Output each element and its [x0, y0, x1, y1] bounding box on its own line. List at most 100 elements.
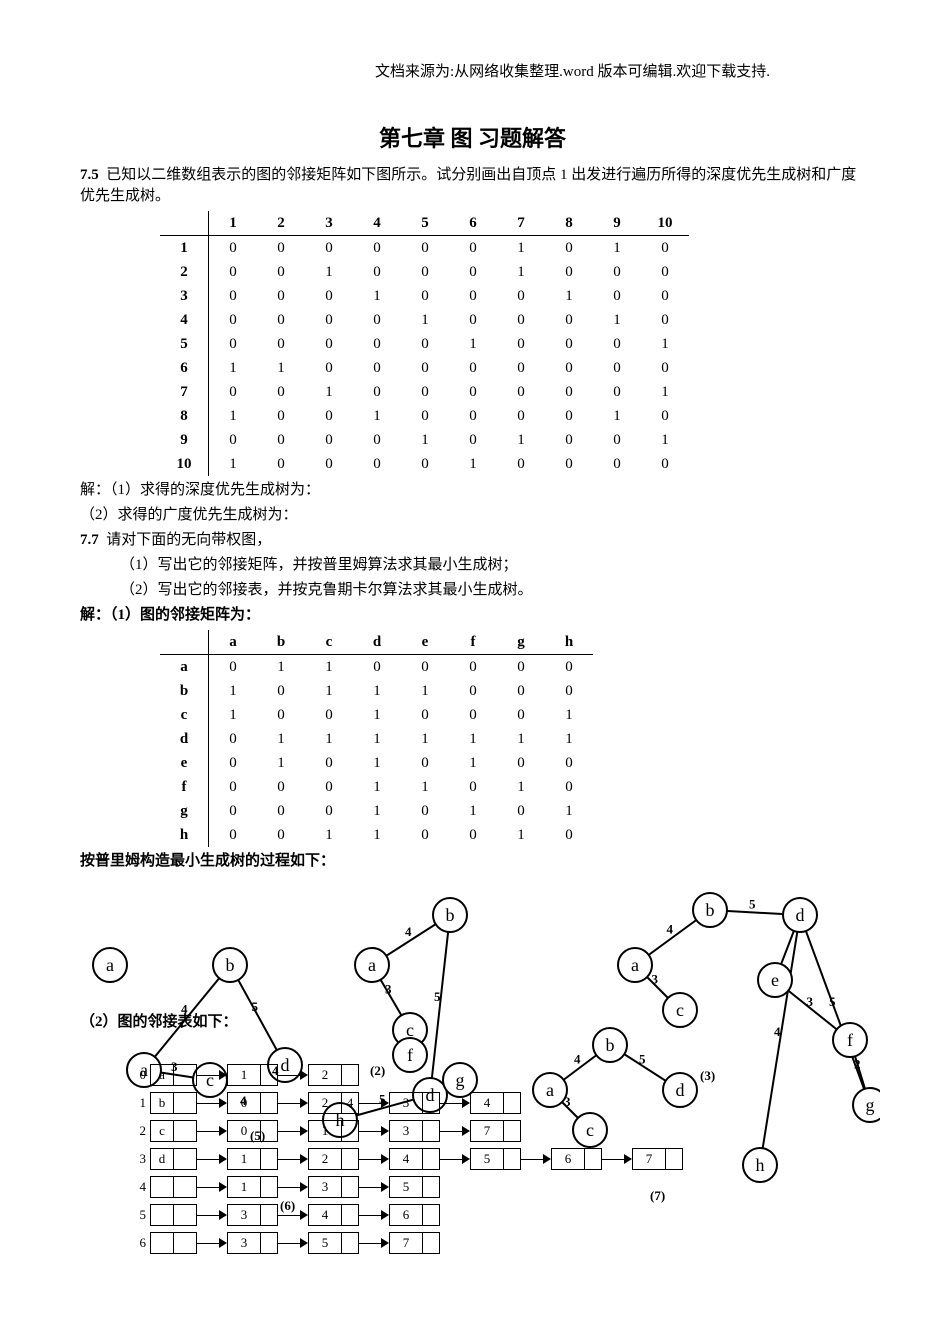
matrix-cell: 1: [353, 775, 401, 799]
matrix-cell: 0: [449, 655, 497, 680]
row-header: h: [160, 823, 209, 847]
edge-weight: 5: [252, 999, 259, 1014]
edge-weight: (3): [700, 1068, 715, 1083]
matrix-cell: 0: [401, 703, 449, 727]
edge-weight: 4: [774, 1024, 781, 1039]
edge-weight: 4: [405, 924, 412, 939]
row-header: g: [160, 799, 209, 823]
edge-weight: 5: [829, 994, 836, 1009]
adj-node-box: 7: [632, 1148, 683, 1170]
adj-row-index: 4: [130, 1179, 146, 1195]
matrix-cell: 0: [305, 284, 353, 308]
matrix-cell: 1: [209, 452, 258, 476]
matrix-cell: 0: [545, 428, 593, 452]
matrix-cell: 0: [257, 332, 305, 356]
col-header: 9: [593, 211, 641, 236]
svg-text:a: a: [368, 955, 376, 975]
arrow-icon: [440, 1121, 470, 1141]
row-header: 9: [160, 428, 209, 452]
matrix-cell: 1: [305, 727, 353, 751]
matrix-cell: 1: [353, 703, 401, 727]
matrix-cell: 0: [545, 356, 593, 380]
col-header: f: [449, 630, 497, 655]
svg-text:d: d: [796, 905, 805, 925]
matrix-cell: 1: [353, 799, 401, 823]
svg-text:a: a: [631, 955, 639, 975]
matrix-cell: 0: [497, 703, 545, 727]
arrow-icon: [197, 1121, 227, 1141]
matrix-cell: 1: [257, 727, 305, 751]
matrix-cell: 0: [449, 404, 497, 428]
ans75-2: （2）求得的广度优先生成树为：: [80, 505, 865, 526]
svg-text:h: h: [756, 1155, 765, 1175]
matrix-cell: 0: [353, 260, 401, 284]
matrix-cell: 0: [305, 356, 353, 380]
matrix-cell: 0: [593, 356, 641, 380]
matrix-cell: 0: [641, 452, 689, 476]
row-header: 2: [160, 260, 209, 284]
adjacency-matrix-1: 1234567891010000001010200100010003000100…: [160, 211, 689, 476]
arrow-icon: [359, 1121, 389, 1141]
col-header: b: [257, 630, 305, 655]
matrix-cell: 0: [209, 380, 258, 404]
svg-text:e: e: [771, 970, 779, 990]
matrix-cell: 0: [305, 236, 353, 261]
matrix-cell: 0: [545, 260, 593, 284]
col-header: g: [497, 630, 545, 655]
edge-weight: 5: [434, 989, 441, 1004]
matrix-cell: 0: [401, 452, 449, 476]
matrix-cell: 1: [593, 236, 641, 261]
matrix-cell: 0: [305, 404, 353, 428]
matrix-cell: 0: [401, 380, 449, 404]
arrow-icon: [197, 1065, 227, 1085]
row-header: 3: [160, 284, 209, 308]
matrix-cell: 0: [353, 332, 401, 356]
adj-node-box: 2: [308, 1064, 359, 1086]
adj-node-box: 0: [227, 1120, 278, 1142]
matrix-cell: 1: [257, 751, 305, 775]
matrix-cell: 1: [449, 727, 497, 751]
matrix-cell: 0: [497, 799, 545, 823]
matrix-cell: 0: [353, 380, 401, 404]
matrix-cell: 1: [497, 823, 545, 847]
matrix-cell: 1: [209, 356, 258, 380]
matrix-cell: 0: [497, 452, 545, 476]
matrix-cell: 0: [401, 332, 449, 356]
matrix-cell: 0: [257, 703, 305, 727]
arrow-icon: [278, 1093, 308, 1113]
col-header: h: [545, 630, 593, 655]
matrix-cell: 1: [305, 679, 353, 703]
matrix-cell: 0: [209, 308, 258, 332]
matrix-cell: 1: [449, 452, 497, 476]
matrix-cell: 0: [449, 284, 497, 308]
matrix-cell: 0: [449, 236, 497, 261]
vertex-box: [150, 1232, 197, 1254]
matrix-cell: 0: [401, 236, 449, 261]
row-header: 8: [160, 404, 209, 428]
col-header: 10: [641, 211, 689, 236]
matrix-cell: 0: [353, 655, 401, 680]
matrix-cell: 1: [401, 679, 449, 703]
matrix-cell: 0: [401, 260, 449, 284]
matrix-cell: 0: [305, 428, 353, 452]
matrix-cell: 0: [449, 823, 497, 847]
matrix-cell: 0: [545, 655, 593, 680]
header-note: 文档来源为:从网络收集整理.word 版本可编辑.欢迎下载支持.: [80, 60, 865, 81]
row-header: c: [160, 703, 209, 727]
matrix-cell: 0: [593, 332, 641, 356]
adj-list-row: 6357: [130, 1230, 683, 1256]
matrix-cell: 0: [353, 452, 401, 476]
matrix-cell: 1: [353, 823, 401, 847]
matrix-cell: 0: [209, 751, 258, 775]
matrix-cell: 1: [593, 308, 641, 332]
arrow-icon: [197, 1149, 227, 1169]
arrow-icon: [278, 1205, 308, 1225]
adjacency-matrix-2: abcdefgha01100000b10111000c10010001d0111…: [160, 630, 593, 847]
col-header: c: [305, 630, 353, 655]
matrix-cell: 0: [641, 356, 689, 380]
adj-node-box: 4: [308, 1204, 359, 1226]
arrow-icon: [278, 1065, 308, 1085]
row-header: b: [160, 679, 209, 703]
edge-weight: 3: [385, 982, 392, 997]
col-header: e: [401, 630, 449, 655]
